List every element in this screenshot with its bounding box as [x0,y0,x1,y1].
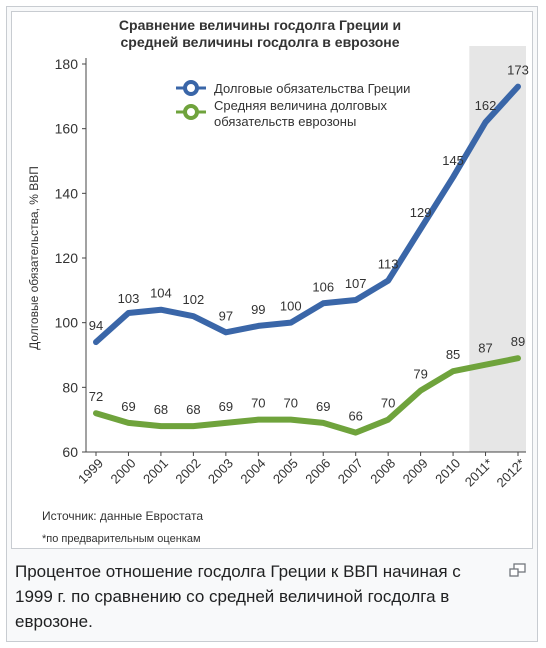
data-label: 102 [183,292,205,307]
x-tick-label: 2012* [493,456,528,491]
x-tick-label: 2004 [237,456,268,487]
y-tick-label: 60 [62,444,78,460]
y-tick-label: 120 [55,250,79,266]
chart-title-line2: средней величины госдолга в еврозоне [121,34,400,50]
data-label: 89 [511,334,525,349]
x-tick-label: 2007 [335,456,366,487]
x-tick-label: 2011* [462,456,496,490]
footnote: *по предварительным оценкам [42,533,201,545]
data-label: 104 [150,286,172,301]
legend-label-eurozone-line1: Средняя величина долговых [214,98,388,113]
data-label: 106 [312,279,334,294]
x-tick-label: 2003 [205,456,236,487]
data-label: 85 [446,347,460,362]
data-label: 70 [251,396,265,411]
data-label: 70 [381,396,395,411]
legend-label-greece: Долговые обязательства Греции [214,81,410,96]
legend-entry-greece: Долговые обязательства Греции [176,80,410,96]
x-tick-labels: 1999 2000 2001 2002 2003 2004 2005 2006 2007 2008… [75,452,528,490]
forecast-highlight-area [469,46,526,452]
data-label: 97 [219,308,233,323]
x-tick-label: 2005 [270,456,301,487]
series-line-1 [93,355,521,436]
data-label: 173 [507,63,529,78]
data-label: 145 [442,153,464,168]
data-label: 69 [121,399,135,414]
data-label: 103 [118,291,140,306]
data-label: 69 [316,399,330,414]
data-label: 72 [89,389,103,404]
x-tick-label: 2008 [367,456,398,487]
data-label: 129 [410,205,432,220]
legend: Долговые обязательства Греции Средняя ве… [176,80,410,129]
data-label: 99 [251,302,265,317]
data-label: 79 [413,367,427,382]
legend-label-eurozone-line2: обязательств еврозоны [214,114,356,129]
data-label: 100 [280,299,302,314]
series-lines [93,83,521,436]
source-note: Источник: данные Евростата [42,509,203,523]
data-label: 113 [378,257,399,272]
y-axis-label: Долговые обязательства, % ВВП [27,166,41,350]
x-tick-label: 2010 [432,456,463,487]
thumbnail-frame: Сравнение величины госдолга Греции и сре… [6,6,538,642]
data-label: 66 [348,409,362,424]
y-tick-label: 80 [62,379,78,395]
chart-image[interactable]: Сравнение величины госдолга Греции и сре… [11,11,533,549]
chart-svg: Сравнение величины госдолга Греции и сре… [27,17,529,545]
x-tick-label: 2009 [400,456,431,487]
x-tick-label: 2000 [108,456,139,487]
chart-title-line1: Сравнение величины госдолга Греции и [119,17,401,33]
x-tick-label: 2001 [140,456,171,487]
x-tick-label: 2002 [172,456,203,487]
data-label: 94 [89,318,103,333]
y-tick-label: 100 [55,315,79,331]
data-label: 107 [345,276,367,291]
series-line-0 [93,83,521,346]
legend-marker-eurozone [183,104,199,120]
legend-marker-greece [183,80,199,96]
y-tick-labels: 60 80 100 120 140 160 180 [55,56,86,460]
x-tick-label: 1999 [75,456,106,487]
image-caption: Процентое отношение госдолга Греции к ВВ… [15,562,461,631]
y-tick-label: 140 [55,185,79,201]
data-label: 68 [154,402,168,417]
data-label: 162 [475,98,497,113]
data-label: 87 [478,341,492,356]
y-tick-label: 160 [55,121,79,137]
data-label: 70 [284,396,298,411]
enlarge-icon[interactable] [509,563,527,579]
x-tick-label: 2006 [302,456,333,487]
data-label: 69 [219,399,233,414]
y-tick-label: 180 [55,56,79,72]
data-label: 68 [186,402,200,417]
data-labels: 94 103 104 102 97 99 100 106 107 113 129 145 162 173 7… [89,63,529,424]
legend-entry-eurozone: Средняя величина долговых обязательств е… [176,98,388,129]
